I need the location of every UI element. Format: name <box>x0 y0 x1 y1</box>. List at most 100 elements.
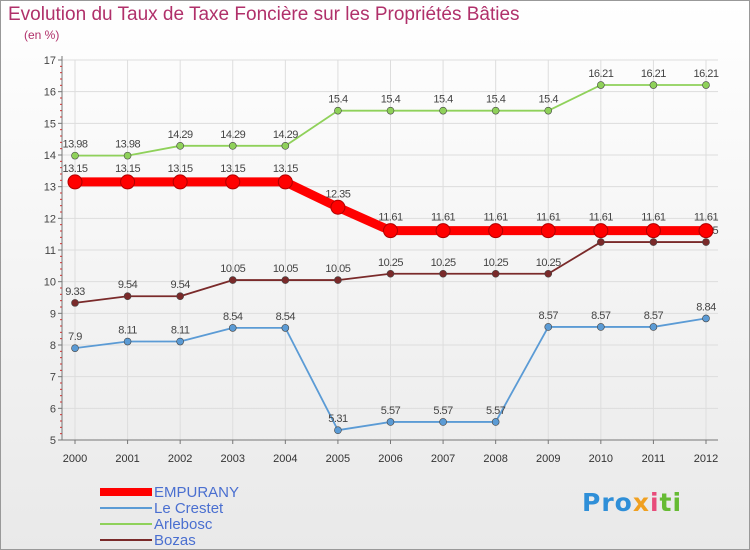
data-label: 7.9 <box>68 331 82 343</box>
y-tick-label: 13 <box>44 182 56 194</box>
data-label: 10.25 <box>536 257 561 269</box>
data-label: 15.4 <box>486 94 506 106</box>
data-point <box>123 292 132 301</box>
x-tick-label: 2002 <box>168 453 192 465</box>
x-tick-label: 2012 <box>694 453 718 465</box>
data-point <box>330 199 346 215</box>
legend: EMPURANY Le Crestet Arlebosc Bozas <box>100 484 239 548</box>
data-label: 11.61 <box>694 212 719 224</box>
data-point <box>702 314 710 323</box>
y-tick-label: 17 <box>44 55 56 67</box>
data-point <box>120 174 136 190</box>
data-point <box>649 323 658 331</box>
data-label: 13.15 <box>273 163 298 175</box>
data-label: 10.25 <box>431 257 456 269</box>
data-label: 8.57 <box>591 310 611 322</box>
data-label: 8.11 <box>171 325 190 337</box>
data-point <box>67 174 83 190</box>
data-point <box>593 223 609 239</box>
legend-swatch-arlebosc <box>100 523 152 525</box>
data-point <box>540 223 556 239</box>
data-label: 15.4 <box>433 94 453 106</box>
data-label: 14.29 <box>168 129 193 141</box>
y-tick-label: 12 <box>44 213 56 225</box>
data-label: 11.61 <box>641 212 666 224</box>
data-point <box>123 337 132 346</box>
data-point <box>176 142 184 150</box>
data-label: 9.33 <box>65 286 85 298</box>
data-point <box>281 142 290 150</box>
data-point <box>698 223 714 239</box>
data-label: 13.15 <box>62 163 87 175</box>
data-point <box>277 174 293 190</box>
data-point <box>597 81 605 89</box>
y-tick-label: 9 <box>50 308 56 320</box>
data-label: 11.61 <box>589 212 614 224</box>
data-point <box>649 81 658 89</box>
proxiti-logo: Proxiti <box>582 488 683 517</box>
data-point <box>71 299 79 307</box>
data-point <box>123 151 132 160</box>
legend-label-empurany: EMPURANY <box>154 483 240 501</box>
chart-title: Evolution du Taux de Taxe Foncière sur l… <box>8 4 520 25</box>
data-point <box>597 323 605 331</box>
y-tick-label: 14 <box>44 150 56 162</box>
data-point <box>172 174 188 190</box>
data-label: 8.57 <box>644 310 664 322</box>
data-point <box>439 269 447 278</box>
data-point <box>435 223 451 239</box>
data-label: 5.57 <box>433 405 453 417</box>
data-label: 13.98 <box>62 139 87 151</box>
data-label: 8.54 <box>276 311 296 323</box>
data-point <box>228 142 237 150</box>
legend-item-empurany: EMPURANY <box>100 484 239 500</box>
x-tick-label: 2003 <box>221 453 245 465</box>
data-label: 13.15 <box>115 163 140 175</box>
x-tick-label: 2010 <box>589 453 613 465</box>
data-point <box>281 324 290 332</box>
data-point <box>334 426 342 434</box>
data-label: 16.21 <box>641 68 666 80</box>
data-point <box>386 418 395 426</box>
data-point <box>439 106 447 115</box>
y-tick-label: 11 <box>45 245 56 257</box>
data-label: 15.4 <box>328 94 348 106</box>
data-label: 5.31 <box>328 413 348 425</box>
legend-item-bozas: Bozas <box>100 532 239 548</box>
data-point <box>281 276 290 284</box>
data-label: 14.29 <box>273 129 298 141</box>
y-tick-label: 10 <box>44 277 56 289</box>
data-label: 10.25 <box>378 257 403 269</box>
data-point <box>71 344 79 352</box>
data-label: 8.54 <box>223 311 243 323</box>
data-point <box>334 106 342 115</box>
data-point <box>228 324 237 332</box>
data-label: 5.57 <box>486 405 506 417</box>
data-label: 13.15 <box>168 163 193 175</box>
data-point <box>334 276 342 284</box>
data-label: 14.29 <box>220 129 245 141</box>
data-point <box>71 151 79 160</box>
data-point <box>491 269 500 278</box>
data-point <box>439 418 447 426</box>
data-point <box>176 292 184 301</box>
y-tick-label: 15 <box>44 118 56 130</box>
x-tick-label: 2006 <box>378 453 402 465</box>
data-point <box>702 238 710 246</box>
data-label: 16.21 <box>588 68 613 80</box>
data-label: 5.57 <box>381 405 401 417</box>
x-tick-label: 2000 <box>63 453 87 465</box>
y-axis-unit-label: (en %) <box>24 28 60 42</box>
legend-swatch-bozas <box>100 539 152 541</box>
x-tick-label: 2008 <box>483 453 507 465</box>
data-point <box>386 269 395 278</box>
data-point <box>544 323 553 331</box>
data-label: 16.21 <box>693 68 718 80</box>
x-tick-label: 2011 <box>642 453 666 465</box>
data-label: 11.61 <box>536 212 561 224</box>
data-label: 13.15 <box>220 163 245 175</box>
x-tick-label: 2004 <box>273 453 297 465</box>
legend-swatch-le-crestet <box>100 507 152 509</box>
y-tick-label: 8 <box>50 340 56 352</box>
